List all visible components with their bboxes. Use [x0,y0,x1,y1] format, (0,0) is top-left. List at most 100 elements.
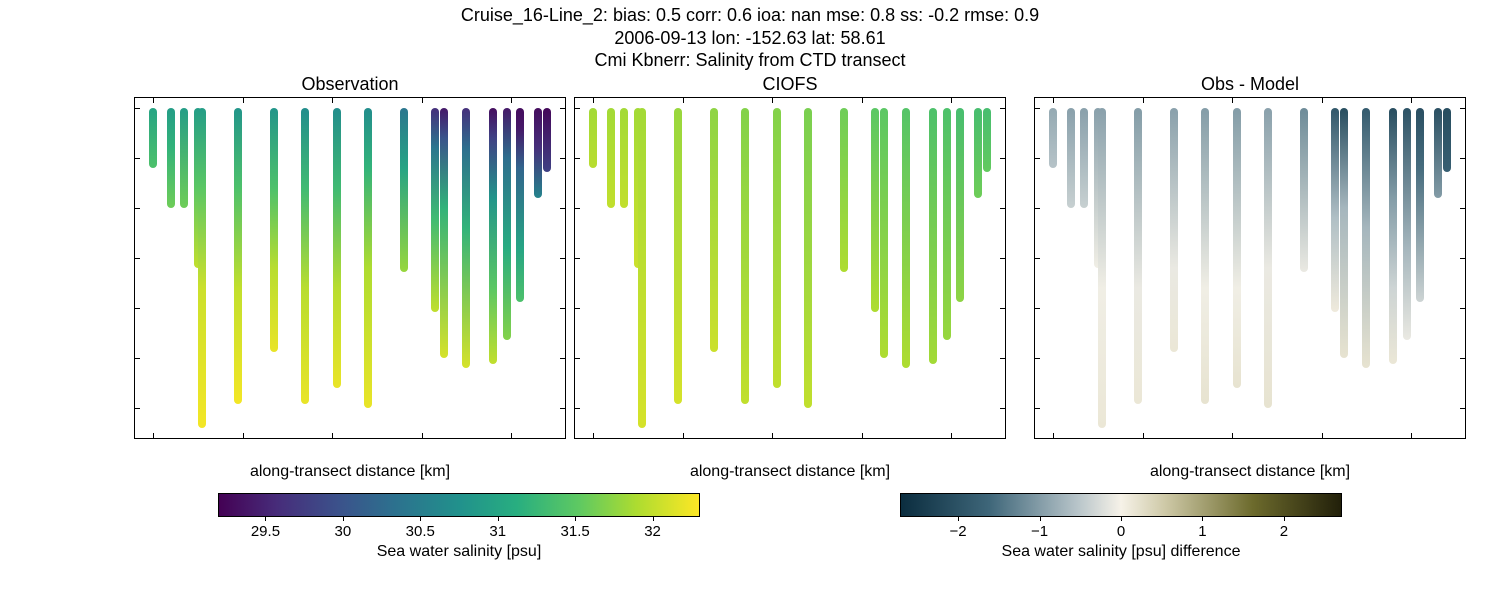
profile-bar [364,108,372,408]
xtick-label: 10 [234,438,251,439]
xtick-label: 10 [674,438,691,439]
profile-bar [902,108,910,368]
colorbar-tick-label: −2 [949,523,966,540]
plot-area: 0 10 20 30 40 [574,97,1006,439]
ytick-label: −25 [134,149,135,166]
profile-bar [1389,108,1397,364]
profile-bar [674,108,682,404]
profile-bar [198,108,206,428]
colorbars-row: 29.53030.53131.532 Sea water salinity [p… [0,493,1500,561]
profile-bar [620,108,628,208]
colorbar-tick-label: 29.5 [251,523,280,540]
xtick-label: 20 [764,438,781,439]
profile-bar [974,108,982,198]
xtick-label: 0 [1049,438,1057,439]
xtick-label: 20 [324,438,341,439]
panel-title: CIOFS [574,74,1006,95]
colorbar-tick-label: 32 [644,523,661,540]
profile-bar [840,108,848,272]
profile-bar [1403,108,1411,340]
panel-observation: Observation0−25−50−75−100−125−1500102030… [134,74,566,481]
profile-bar [773,108,781,388]
profile-bar [871,108,879,312]
panel-obs---model: Obs - Model 0 10 20 30 40 along-transect dista… [1034,74,1466,481]
profile-bar [804,108,812,408]
panel-title: Observation [134,74,566,95]
colorbar-salinity-title: Sea water salinity [psu] [218,543,700,561]
profile-bar [431,108,439,312]
colorbar-tick-label: 31 [489,523,506,540]
ytick-label: −125 [134,349,135,366]
profile-bar [1362,108,1370,368]
profile-bar [1067,108,1075,208]
profile-bar [543,108,551,172]
profile-bar [1049,108,1057,168]
profile-bar [1264,108,1272,408]
xtick-label: 40 [503,438,520,439]
title-line-3: Cmi Kbnerr: Salinity from CTD transect [0,49,1500,72]
x-axis-label: along-transect distance [km] [1034,463,1466,481]
xtick-label: 30 [853,438,870,439]
profile-bar [1201,108,1209,404]
profile-bar [440,108,448,358]
colorbar-diff-title: Sea water salinity [psu] difference [900,543,1342,561]
xtick-label: 0 [589,438,597,439]
colorbar-tick-label: 0 [1117,523,1125,540]
profile-bar [1340,108,1348,358]
profile-bar [880,108,888,358]
colorbar-salinity-bar: 29.53030.53131.532 [218,493,700,517]
colorbar-salinity: 29.53030.53131.532 Sea water salinity [p… [218,493,700,561]
ytick-label: −100 [134,299,135,316]
profile-bar [462,108,470,368]
ytick-label: 0 [134,99,135,116]
profile-bar [956,108,964,302]
x-axis-label: along-transect distance [km] [574,463,1006,481]
profile-bar [741,108,749,404]
colorbar-diff-bar: −2−1012 [900,493,1342,517]
profile-bar [516,108,524,302]
profile-bar [607,108,615,208]
colorbar-tick-label: 1 [1198,523,1206,540]
panels-row: Observation 0 −25 −50 −75 −100 −125 −150 0 10 20 30… [0,74,1500,481]
profile-bar [1434,108,1442,198]
profile-bar [1098,108,1106,428]
plot-area: 0 10 20 30 40 [1034,97,1466,439]
ytick-label: −50 [134,199,135,216]
profile-bar [301,108,309,404]
xtick-label: 30 [413,438,430,439]
profile-bar [1233,108,1241,388]
profile-bar [270,108,278,352]
profile-bar [1443,108,1451,172]
colorbar-tick-label: 30 [335,523,352,540]
profile-bar [638,108,646,428]
title-line-1: Cruise_16-Line_2: bias: 0.5 corr: 0.6 io… [0,4,1500,27]
ytick-label: −75 [134,249,135,266]
profile-bar [1416,108,1424,302]
x-axis-label: along-transect distance [km] [134,463,566,481]
colorbar-tick-label: −1 [1031,523,1048,540]
ytick-label: −150 [134,399,135,416]
profile-bar [1300,108,1308,272]
xtick-label: 10 [1134,438,1151,439]
profile-bar [1134,108,1142,404]
profile-bar [943,108,951,340]
profile-bar [710,108,718,352]
colorbar-tick-label: 31.5 [561,523,590,540]
xtick-label: 40 [1403,438,1420,439]
figure-container: Cruise_16-Line_2: bias: 0.5 corr: 0.6 io… [0,0,1500,600]
profile-bar [589,108,597,168]
title-line-2: 2006-09-13 lon: -152.63 lat: 58.61 [0,27,1500,50]
panel-title: Obs - Model [1034,74,1466,95]
xtick-label: 40 [943,438,960,439]
xtick-label: 30 [1313,438,1330,439]
profile-bar [534,108,542,198]
colorbar-tick-label: 2 [1280,523,1288,540]
panel-ciofs: CIOFS 0 10 20 30 40 along-transect distance [k… [574,74,1006,481]
profile-bar [1331,108,1339,312]
colorbar-tick-label: 30.5 [406,523,435,540]
profile-bar [180,108,188,208]
colorbar-diff: −2−1012 Sea water salinity [psu] differe… [900,493,1342,561]
profile-bar [983,108,991,172]
xtick-label: 20 [1224,438,1241,439]
profile-bar [234,108,242,404]
